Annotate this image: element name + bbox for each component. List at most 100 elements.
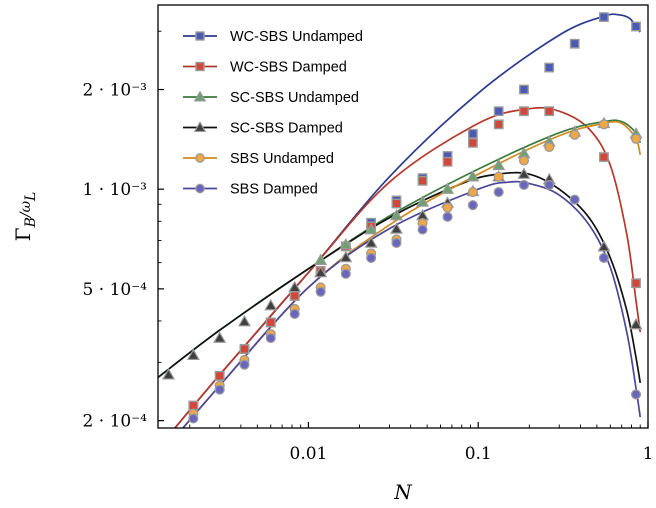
data-point [339, 250, 353, 263]
data-point [598, 119, 609, 130]
data-point [389, 208, 404, 221]
legend-label: SC-SBS Undamped [230, 90, 359, 106]
legend-label: WC-SBS Undamped [230, 29, 363, 45]
data-point [188, 413, 199, 424]
data-point [186, 348, 200, 361]
data-point [599, 152, 609, 163]
legend-marker [195, 31, 205, 41]
data-point [493, 119, 504, 130]
data-point [289, 308, 300, 319]
data-point [569, 194, 580, 205]
data-point [544, 106, 555, 117]
legend-marker [195, 153, 205, 163]
data-point [265, 317, 276, 328]
data-point [467, 137, 478, 148]
legend-label: WC-SBS Damped [230, 60, 347, 76]
data-point [264, 298, 278, 311]
data-point [597, 240, 611, 252]
data-point [629, 317, 643, 330]
data-point [466, 170, 480, 182]
data-point [315, 286, 326, 297]
data-point [518, 155, 530, 166]
data-point [265, 333, 276, 344]
y-tick-label: 2 · 10⁻⁴ [83, 412, 148, 432]
data-point [289, 291, 300, 301]
legend-label: SBS Damped [230, 182, 318, 198]
axis-ticks: 0.01 0.1 1 2 · 10⁻⁴ 5 · 10⁻⁴ 1 · 10⁻³ 2 · 10⁻³ [83, 30, 654, 464]
data-point [493, 187, 504, 198]
data-point [164, 429, 172, 437]
data-point [237, 314, 252, 327]
data-point [213, 331, 227, 343]
data-point [391, 198, 402, 209]
data-point [492, 158, 506, 171]
data-point [364, 222, 378, 235]
data-point [599, 12, 609, 22]
data-point [239, 344, 250, 354]
data-point [544, 142, 555, 153]
data-point [214, 384, 225, 395]
data-point [389, 222, 404, 234]
y-tick-label: 2 · 10⁻³ [83, 81, 147, 101]
legend: WC-SBS Undamped WC-SBS Damped SC-SBS Undam… [183, 29, 363, 198]
y-tick-label: 1 · 10⁻³ [83, 180, 147, 200]
data-point [493, 171, 504, 182]
series-curves [158, 13, 642, 428]
data-point [518, 179, 530, 190]
legend-label: SC-SBS Damped [230, 121, 343, 137]
series-line-4 [181, 120, 642, 428]
data-point [467, 128, 478, 139]
y-axis-title: ΓB/ωL [11, 192, 39, 242]
data-point [340, 268, 351, 279]
legend-marker [195, 61, 205, 72]
data-point [416, 195, 430, 207]
series-line-1 [173, 106, 642, 428]
data-point [519, 106, 529, 117]
data-point [339, 237, 353, 250]
data-point [239, 359, 250, 370]
data-point [441, 182, 455, 194]
x-tick-label: 0.1 [465, 444, 492, 464]
x-axis-title: N [393, 480, 413, 504]
legend-marker [195, 183, 205, 194]
x-tick-label: 0.01 [290, 444, 328, 464]
data-point [364, 236, 378, 248]
data-point [442, 211, 453, 222]
data-point [467, 187, 478, 198]
x-tick-label: 1 [643, 444, 654, 464]
data-point [366, 252, 377, 263]
data-point [519, 84, 529, 95]
data-point [417, 175, 428, 186]
series-line-5 [181, 180, 642, 428]
data-point [467, 200, 478, 211]
data-point [517, 167, 531, 179]
y-tick-label: 5 · 10⁻⁴ [83, 280, 148, 300]
data-point [188, 400, 199, 411]
data-point [314, 253, 328, 265]
series-markers [162, 12, 643, 437]
legend-marker [193, 90, 207, 102]
data-point [630, 389, 642, 400]
data-point [569, 129, 580, 140]
data-point [391, 237, 402, 249]
data-point [598, 252, 609, 263]
data-point [164, 429, 172, 437]
data-point [493, 106, 504, 117]
series-line-3 [158, 171, 642, 384]
data-point [314, 265, 328, 278]
data-point [288, 280, 302, 293]
data-point [214, 370, 225, 381]
data-point [544, 179, 555, 190]
data-point [631, 278, 641, 289]
data-point [417, 224, 428, 235]
data-point [442, 156, 453, 167]
data-point [631, 21, 641, 32]
legend-label: SBS Undamped [230, 151, 334, 167]
legend-marker [193, 121, 207, 133]
data-point [442, 202, 453, 213]
data-point [569, 38, 580, 49]
data-point [630, 133, 642, 144]
data-point [162, 368, 176, 380]
plot-frame [157, 4, 649, 429]
